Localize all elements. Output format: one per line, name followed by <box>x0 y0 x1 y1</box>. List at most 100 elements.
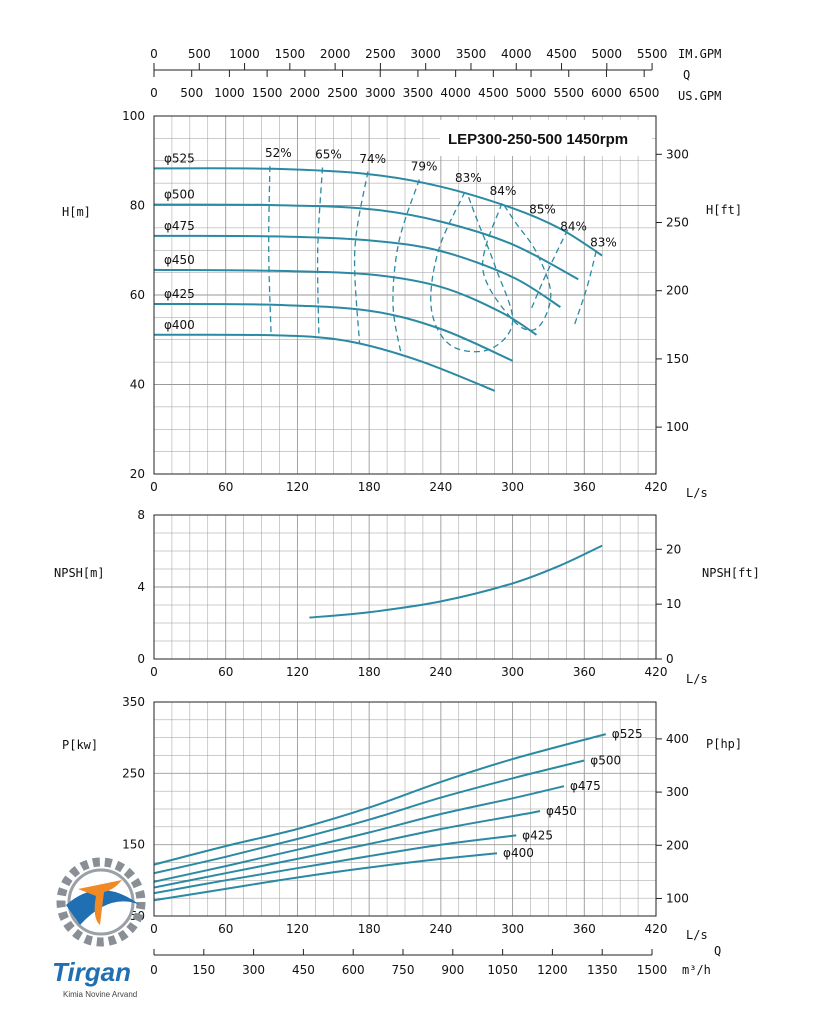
us-gpm-tick: 3500 <box>403 86 434 100</box>
x-tick-label: 60 <box>218 922 233 936</box>
y-right-tick-label: 250 <box>666 216 689 230</box>
us-gpm-tick: 2000 <box>290 86 321 100</box>
hook-icon <box>78 880 122 925</box>
series-line <box>154 167 603 257</box>
m3h-tick: 0 <box>150 963 158 977</box>
x-tick-label: 420 <box>645 665 668 679</box>
power-left-axis-label: P[kw] <box>62 738 98 752</box>
us-gpm-unit: US.GPM <box>678 89 721 103</box>
top-q-axes: 0 500 1000 1500 2000 2500 3000 3500 4000 4500 5000… <box>150 47 721 103</box>
y-right-tick-label: 150 <box>666 352 689 366</box>
y-right-tick-label: 100 <box>666 891 689 905</box>
m3h-tick: 450 <box>292 963 315 977</box>
m3h-tick: 1050 <box>487 963 518 977</box>
m3h-tick: 900 <box>441 963 464 977</box>
grid-layer <box>154 116 656 916</box>
imperial-gpm-tick: 4500 <box>546 47 577 61</box>
efficiency-label: 85% <box>529 203 556 217</box>
y-right-tick-label: 10 <box>666 597 681 611</box>
imperial-gpm-tick: 4000 <box>501 47 532 61</box>
x-tick-label: 0 <box>150 480 158 494</box>
us-gpm-tick: 6000 <box>591 86 622 100</box>
series-line <box>154 834 517 895</box>
power-chart-frame <box>153 701 657 917</box>
curve-layer <box>154 167 607 902</box>
x-tick-label: 360 <box>573 665 596 679</box>
x-tick-label: 180 <box>358 922 381 936</box>
q-symbol-top: Q <box>683 68 690 82</box>
y-tick-label: 60 <box>130 288 145 302</box>
efficiency-label: 84% <box>490 184 517 198</box>
head-chart-frame <box>153 115 657 475</box>
imperial-gpm-tick: 2000 <box>320 47 351 61</box>
series-label: φ425 <box>522 828 553 842</box>
y-right-tick-label: 400 <box>666 732 689 746</box>
y-tick-label: 150 <box>122 838 145 852</box>
us-gpm-tick: 4000 <box>440 86 471 100</box>
m3h-unit: m³/h <box>682 963 711 977</box>
npsh-right-axis-label: NPSH[ft] <box>702 566 760 580</box>
series-label: φ525 <box>612 727 643 741</box>
y-right-tick-label: 100 <box>666 420 689 434</box>
us-gpm-tick: 0 <box>150 86 158 100</box>
m3h-tick: 600 <box>342 963 365 977</box>
x-tick-label: 120 <box>286 480 309 494</box>
us-gpm-tick: 1000 <box>214 86 245 100</box>
series-line <box>154 733 607 866</box>
us-gpm-tick: 500 <box>180 86 203 100</box>
x-tick-label: 300 <box>501 922 524 936</box>
us-gpm-tick: 1500 <box>252 86 283 100</box>
company-logo: Tirgan Kimia Novine Arvand <box>52 857 146 999</box>
x-tick-label: 0 <box>150 665 158 679</box>
efficiency-contour <box>574 250 597 325</box>
efficiency-label: 65% <box>315 148 342 162</box>
bottom-flow-axis: 0 150 300 450 600 750 900 1050 1200 1350 1500 Q m³… <box>150 944 721 977</box>
power-right-axis-label: P[hp] <box>706 737 742 751</box>
efficiency-label: 74% <box>359 152 386 166</box>
y-tick-label: 4 <box>137 580 145 594</box>
series-line <box>154 759 585 875</box>
efficiency-label: 83% <box>590 236 617 250</box>
series-label: φ425 <box>164 287 195 301</box>
x-tick-label: 0 <box>150 922 158 936</box>
logo-wordmark: Tirgan <box>52 957 131 987</box>
m3h-tick: 1350 <box>587 963 618 977</box>
y-right-tick-label: 0 <box>666 652 674 666</box>
y-right-tick-label: 20 <box>666 542 681 556</box>
x-tick-label: 240 <box>429 480 452 494</box>
efficiency-label: 83% <box>455 171 482 185</box>
x-tick-label: 60 <box>218 665 233 679</box>
y-tick-label: 20 <box>130 467 145 481</box>
us-gpm-tick: 5500 <box>553 86 584 100</box>
y-right-tick-label: 300 <box>666 785 689 799</box>
y-right-tick-label: 300 <box>666 147 689 161</box>
x-tick-label: 420 <box>645 922 668 936</box>
series-label: φ475 <box>164 219 195 233</box>
npsh-x-unit: L/s <box>686 672 708 686</box>
efficiency-contour <box>529 229 569 311</box>
y-tick-label: 80 <box>130 199 145 213</box>
series-line <box>154 268 538 336</box>
npsh-left-axis-label: NPSH[m] <box>54 566 105 580</box>
x-tick-label: 240 <box>429 922 452 936</box>
x-tick-label: 300 <box>501 665 524 679</box>
efficiency-label: 52% <box>265 146 292 160</box>
y-tick-label: 100 <box>122 109 145 123</box>
logo-tagline: Kimia Novine Arvand <box>63 990 137 999</box>
efficiency-contour <box>316 167 324 338</box>
efficiency-label: 79% <box>411 160 438 174</box>
x-tick-label: 360 <box>573 922 596 936</box>
series-line <box>154 303 514 362</box>
wave-icon <box>66 890 140 925</box>
series-line <box>154 234 561 308</box>
x-tick-label: 60 <box>218 480 233 494</box>
imperial-gpm-tick: 1500 <box>275 47 306 61</box>
series-label: φ450 <box>164 253 195 267</box>
series-line <box>154 852 498 902</box>
us-gpm-tick: 3000 <box>365 86 396 100</box>
x-tick-label: 240 <box>429 665 452 679</box>
m3h-tick: 1200 <box>537 963 568 977</box>
imperial-gpm-tick: 500 <box>188 47 211 61</box>
series-label: φ500 <box>164 188 195 202</box>
